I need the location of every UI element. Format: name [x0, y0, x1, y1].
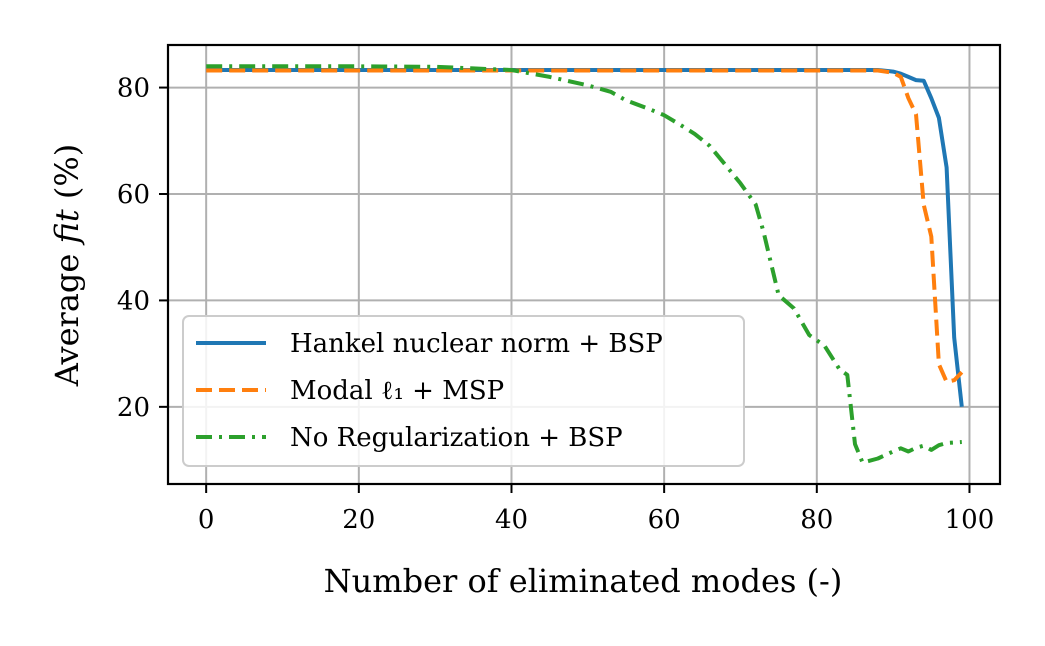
- x-tick-label: 0: [198, 505, 215, 535]
- series-lines: [206, 64, 964, 465]
- axis-ticks: 0 20 40 60 80 100 20 40 60 80: [117, 74, 994, 535]
- x-tick-label: 80: [800, 505, 833, 535]
- x-tick-label: 60: [648, 505, 681, 535]
- y-axis-label-italic: fit: [48, 209, 86, 245]
- legend-label-2: Modal ℓ₁ + MSP: [290, 376, 504, 406]
- series-line-2: [206, 68, 964, 384]
- x-tick-label: 20: [342, 505, 375, 535]
- y-axis-label: Average fit (%): [48, 144, 86, 388]
- y-tick-label: 60: [117, 180, 150, 210]
- legend-box: [182, 315, 745, 467]
- y-axis-label-suffix: (%): [48, 144, 86, 210]
- y-tick-label: 40: [117, 286, 150, 316]
- legend: Hankel nuclear norm + BSP Modal ℓ₁ + MSP N…: [182, 315, 745, 467]
- legend-label-3: No Regularization + BSP: [290, 423, 623, 453]
- x-tick-label: 100: [945, 505, 995, 535]
- plot-frame: [166, 43, 1002, 486]
- y-tick-label: 80: [117, 74, 150, 104]
- legend-label-1: Hankel nuclear norm + BSP: [290, 329, 663, 359]
- y-tick-label: 20: [117, 393, 150, 423]
- x-axis-label: Number of eliminated modes (-): [324, 562, 843, 600]
- y-axis-label-prefix: Average: [48, 243, 86, 387]
- x-tick-label: 40: [495, 505, 528, 535]
